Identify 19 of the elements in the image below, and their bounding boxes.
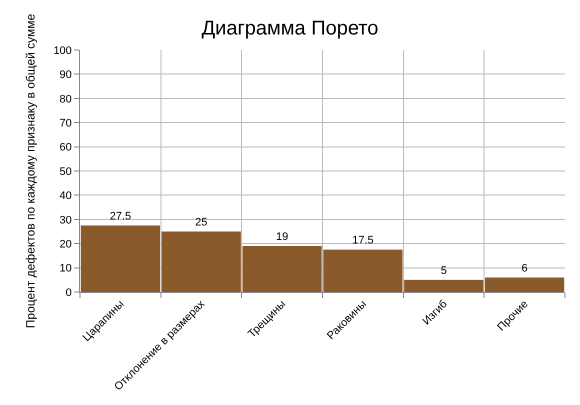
y-tick-label: 100 <box>53 44 72 57</box>
data-label: 17.5 <box>352 234 374 247</box>
y-tick-label: 90 <box>60 69 72 82</box>
y-tick-label: 0 <box>66 286 72 299</box>
data-label: 6 <box>522 262 528 274</box>
chart-title: Диаграмма Порето <box>202 17 378 40</box>
y-tick-label: 20 <box>60 238 72 250</box>
y-tick-label: 10 <box>60 262 72 275</box>
y-axis-title: Процент дефектов по каждому признаку в общей сумме <box>24 13 38 328</box>
data-label: 27.5 <box>110 210 132 222</box>
data-label: 5 <box>440 264 447 277</box>
y-tick-label: 60 <box>60 142 72 154</box>
y-tick-label: 40 <box>60 190 72 202</box>
y-tick-label: 70 <box>60 117 72 130</box>
y-tick-label: 80 <box>60 93 72 106</box>
data-label: 25 <box>195 216 208 228</box>
y-tick-label: 30 <box>60 214 72 226</box>
data-label: 19 <box>276 231 288 244</box>
y-tick-label: 50 <box>60 166 72 178</box>
